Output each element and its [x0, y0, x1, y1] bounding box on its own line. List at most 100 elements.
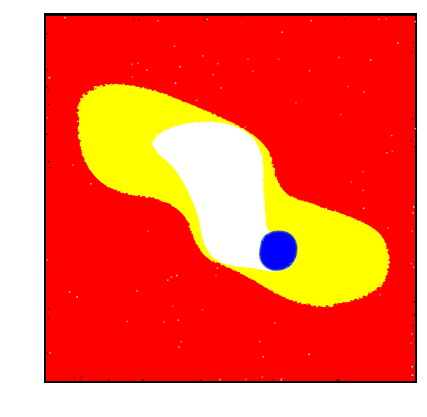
speckle-dot [411, 366, 413, 368]
speckle-dot [410, 262, 413, 265]
speckle-dot [157, 20, 159, 22]
speckle-dot [46, 133, 48, 136]
speckle-dot [48, 104, 50, 106]
speckle-dot [132, 18, 135, 21]
speckle-dot [262, 356, 265, 358]
speckle-dot [281, 31, 283, 33]
speckle-dot [48, 308, 50, 310]
speckle-dot [412, 212, 414, 214]
speckle-dot [411, 230, 413, 232]
speckle-dot [49, 352, 51, 354]
speckle-dot [68, 291, 71, 293]
speckle-dot [414, 127, 417, 130]
speckle-dot [107, 379, 110, 381]
speckle-dot [244, 378, 247, 381]
speckle-dot [202, 55, 204, 57]
speckle-dot [397, 42, 399, 44]
speckle-dot [369, 59, 372, 61]
blue-nucleus [258, 230, 298, 272]
speckle-dot [261, 376, 264, 378]
speckle-dot [179, 66, 181, 68]
speckle-dot [411, 41, 414, 44]
speckle-dot [410, 342, 412, 344]
speckle-dot [46, 68, 49, 71]
speckle-dot [171, 305, 174, 307]
speckle-dot [338, 379, 340, 382]
speckle-dot [46, 85, 48, 88]
speckle-dot [244, 126, 247, 128]
speckle-dot [180, 341, 183, 343]
speckle-dot [362, 189, 364, 192]
speckle-dot [178, 346, 180, 348]
speckle-dot [126, 320, 128, 323]
speckle-dot [195, 99, 198, 102]
speckle-dot [310, 19, 313, 22]
speckle-dot [277, 58, 280, 60]
speckle-dot [336, 378, 339, 381]
speckle-dot [387, 227, 389, 229]
speckle-dot [295, 101, 297, 104]
speckle-dot [362, 170, 364, 173]
speckle-dot [202, 18, 204, 20]
speckle-dot [170, 276, 173, 278]
speckle-dot [131, 63, 133, 65]
speckle-dot [414, 146, 416, 148]
speckle-dot [177, 319, 180, 321]
speckle-dot [146, 69, 148, 71]
speckle-dot [163, 321, 166, 323]
speckle-dot [344, 18, 346, 21]
speckle-dot [413, 314, 416, 317]
speckle-dot [64, 16, 66, 19]
speckle-dot [411, 50, 413, 53]
speckle-dot [410, 139, 412, 142]
speckle-dot [142, 378, 144, 381]
speckle-dot [48, 161, 50, 163]
speckle-dot [174, 82, 177, 84]
speckle-dot [215, 274, 217, 277]
speckle-dot [147, 230, 149, 233]
speckle-dot [46, 352, 49, 354]
speckle-dot [386, 152, 388, 154]
speckle-dot [391, 150, 394, 153]
white-fleck [152, 140, 164, 148]
speckle-dot [379, 294, 381, 296]
speckle-dot [272, 378, 275, 381]
speckle-dot [137, 62, 139, 64]
speckle-dot [412, 266, 415, 268]
speckle-dot [410, 333, 413, 335]
speckle-dot [216, 267, 219, 269]
speckle-dot [411, 118, 414, 120]
speckle-dot [205, 16, 207, 19]
speckle-dot [347, 85, 349, 88]
speckle-dot [385, 18, 387, 20]
speckle-dot [46, 259, 49, 261]
speckle-dot [258, 340, 261, 343]
speckle-dot [72, 164, 74, 166]
speckle-dot [46, 117, 49, 119]
speckle-dot [90, 183, 92, 185]
speckle-dot [46, 33, 48, 35]
speckle-dot [362, 207, 365, 209]
speckle-dot [73, 377, 76, 379]
speckle-dot [176, 274, 178, 277]
speckle-dot [308, 353, 310, 356]
speckle-dot [219, 378, 221, 381]
speckle-dot [48, 76, 50, 79]
speckle-dot [217, 62, 219, 65]
speckle-dot [47, 90, 50, 92]
speckle-dot [247, 58, 249, 60]
speckle-dot [378, 18, 380, 21]
speckle-dot [391, 134, 393, 137]
speckle-dot [49, 167, 51, 169]
speckle-dot [203, 19, 206, 21]
speckle-dot [339, 113, 342, 116]
speckle-dot [199, 379, 202, 382]
speckle-dot [338, 56, 340, 59]
white-core-region [153, 121, 297, 272]
speckle-dot [414, 29, 417, 31]
speckle-dot [173, 45, 176, 47]
speckle-dot [241, 16, 244, 18]
speckle-dot [76, 296, 78, 298]
